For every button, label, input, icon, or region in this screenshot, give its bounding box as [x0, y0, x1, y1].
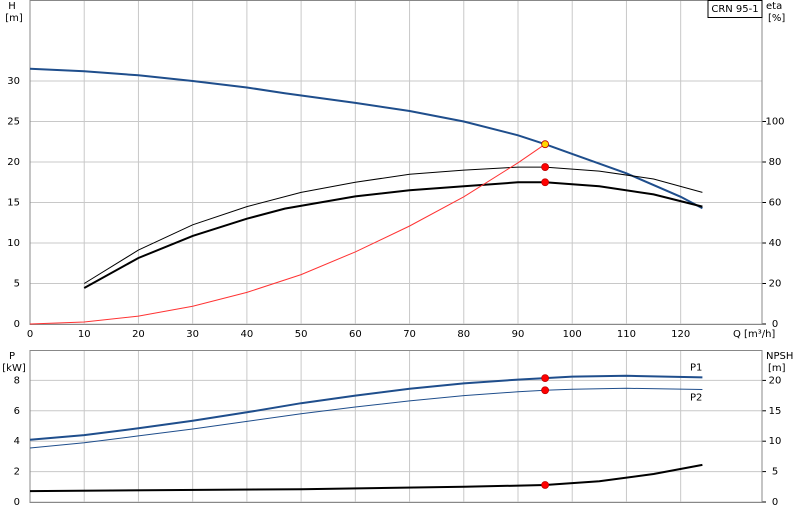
curve [29, 67, 703, 210]
y-axis-unit: [kW] [2, 363, 26, 374]
y2-axis-unit: [%] [768, 13, 785, 24]
curve [83, 181, 703, 289]
curve [29, 143, 546, 325]
legend-box [707, 0, 763, 18]
plot-frame [29, 0, 763, 325]
y-tick-label: 10 [7, 238, 20, 249]
x-tick-label: 0 [27, 329, 33, 340]
y2-axis-unit: [m] [768, 363, 786, 374]
y2-axis-label: NPSH [766, 351, 793, 362]
y-axis-unit: [m] [5, 13, 23, 24]
series-label: P2 [690, 393, 702, 404]
duty-point [541, 140, 550, 149]
y2-tick-label: 0 [772, 497, 778, 508]
y2-tick-label: 100 [765, 117, 784, 128]
y-tick-label: 15 [7, 198, 20, 209]
y-tick-label: 6 [14, 406, 20, 417]
x-axis-label: Q [m³/h] [733, 329, 775, 340]
x-tick-label: 50 [295, 329, 308, 340]
y2-tick-label: 0 [772, 319, 778, 330]
curve [29, 387, 703, 449]
legend-title: CRN 95-1 [711, 4, 758, 15]
x-tick-label: 10 [78, 329, 91, 340]
y2-tick-label: 60 [769, 198, 782, 209]
y-tick-label: 4 [14, 436, 20, 447]
x-tick-label: 30 [186, 329, 199, 340]
x-tick-label: 110 [617, 329, 636, 340]
y2-tick-label: 5 [772, 467, 778, 478]
y-tick-label: 8 [14, 375, 20, 386]
y2-axis-label: eta [766, 1, 782, 12]
curve [83, 166, 703, 284]
y-tick-label: 0 [14, 497, 20, 508]
y2-tick-label: 80 [769, 157, 782, 168]
y-tick-label: 2 [14, 467, 20, 478]
x-tick-label: 100 [563, 329, 582, 340]
y2-tick-label: 20 [769, 375, 782, 386]
y2-tick-label: 15 [769, 406, 782, 417]
plot-frame [29, 350, 763, 503]
curve [29, 463, 703, 493]
duty-point [541, 374, 550, 383]
y2-tick-label: 10 [769, 436, 782, 447]
y2-tick-label: 20 [769, 279, 782, 290]
x-tick-label: 120 [671, 329, 690, 340]
duty-point [541, 163, 550, 171]
x-tick-label: 90 [512, 329, 525, 340]
y-tick-label: 0 [14, 319, 20, 330]
y-tick-label: 5 [14, 279, 20, 290]
y-axis-label: P [9, 351, 15, 362]
x-tick-label: 60 [349, 329, 362, 340]
x-tick-label: 20 [132, 329, 145, 340]
x-tick-label: 70 [403, 329, 416, 340]
y-tick-label: 20 [7, 157, 20, 168]
x-tick-label: 40 [241, 329, 254, 340]
y2-tick-label: 40 [769, 238, 782, 249]
y-axis-label: H [8, 1, 16, 12]
duty-point [541, 178, 550, 187]
duty-point [541, 386, 550, 395]
curve [29, 374, 703, 441]
x-tick-label: 80 [457, 329, 470, 340]
y-tick-label: 30 [7, 76, 20, 87]
y-tick-label: 25 [7, 117, 20, 128]
duty-point [541, 481, 550, 489]
series-label: P1 [690, 362, 702, 373]
